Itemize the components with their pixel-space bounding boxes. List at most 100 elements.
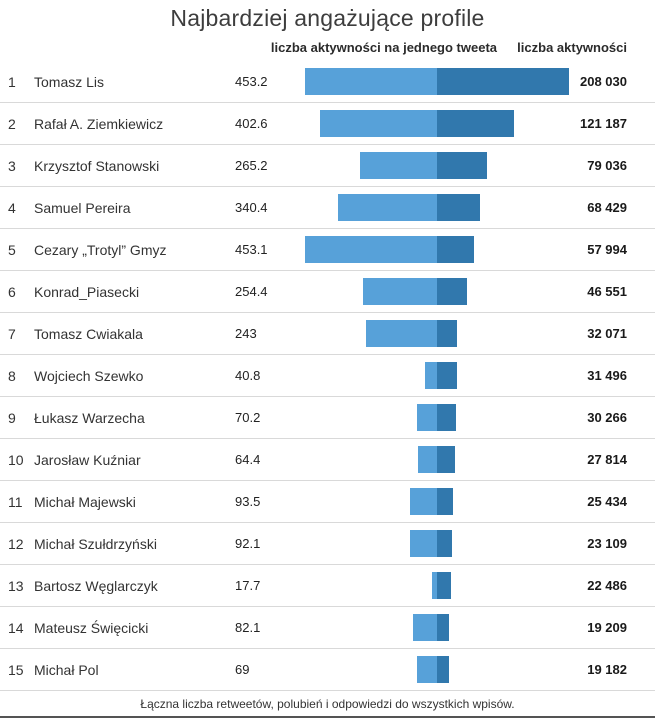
total-bar	[437, 278, 467, 305]
bar-left-track	[305, 530, 437, 557]
per-tweet-value: 93.5	[235, 494, 261, 509]
column-headers: liczba aktywności na jednego tweeta licz…	[0, 40, 655, 58]
bar-pair	[305, 446, 569, 473]
table-row: 5 Cezary „Trotyl” Gmyz 453.1 57 994	[0, 229, 655, 271]
row-rank: 8	[8, 367, 16, 384]
total-bar	[437, 656, 450, 683]
row-rank: 3	[8, 157, 16, 174]
bar-right-track	[437, 278, 569, 305]
profile-name: Bartosz Węglarczyk	[34, 577, 158, 594]
bar-pair	[305, 572, 569, 599]
rows: 1 Tomasz Lis 453.2 208 030 2 Rafał A. Zi…	[0, 61, 655, 691]
per-tweet-bar	[418, 446, 437, 473]
bar-right-track	[437, 194, 569, 221]
per-tweet-value: 70.2	[235, 410, 261, 425]
table-row: 2 Rafał A. Ziemkiewicz 402.6 121 187	[0, 103, 655, 145]
row-rank: 5	[8, 241, 16, 258]
bar-pair	[305, 194, 569, 221]
bar-right-track	[437, 404, 569, 431]
bar-right-track	[437, 446, 569, 473]
bar-left-track	[305, 614, 437, 641]
table-row: 8 Wojciech Szewko 40.8 31 496	[0, 355, 655, 397]
row-rank: 6	[8, 283, 16, 300]
table-row: 3 Krzysztof Stanowski 265.2 79 036	[0, 145, 655, 187]
table-row: 10 Jarosław Kuźniar 64.4 27 814	[0, 439, 655, 481]
bar-left-track	[305, 152, 437, 179]
bar-left-track	[305, 656, 437, 683]
profile-name: Krzysztof Stanowski	[34, 157, 160, 174]
profile-name: Michał Pol	[34, 661, 99, 678]
profile-name: Wojciech Szewko	[34, 367, 144, 384]
per-tweet-bar	[337, 194, 437, 221]
bar-pair	[305, 530, 569, 557]
bar-right-track	[437, 68, 569, 95]
per-tweet-bar	[410, 530, 437, 557]
bar-pair	[305, 614, 569, 641]
bar-pair	[305, 110, 569, 137]
chart-footnote: Łączna liczba retweetów, polubień i odpo…	[0, 691, 655, 718]
profile-name: Tomasz Cwiakala	[34, 325, 143, 342]
per-tweet-bar	[431, 572, 437, 599]
bar-right-track	[437, 362, 569, 389]
total-value: 208 030	[580, 74, 627, 89]
bar-right-track	[437, 320, 569, 347]
total-value: 68 429	[587, 200, 627, 215]
bar-pair	[305, 278, 569, 305]
row-rank: 7	[8, 325, 16, 342]
total-value: 46 551	[587, 284, 627, 299]
bar-right-track	[437, 530, 569, 557]
total-bar	[437, 614, 450, 641]
per-tweet-value: 64.4	[235, 452, 261, 467]
table-row: 9 Łukasz Warzecha 70.2 30 266	[0, 397, 655, 439]
profile-name: Jarosław Kuźniar	[34, 451, 141, 468]
bar-pair	[305, 404, 569, 431]
total-bar	[437, 404, 457, 431]
table-row: 14 Mateusz Święcicki 82.1 19 209	[0, 607, 655, 649]
profile-name: Michał Szułdrzyński	[34, 535, 157, 552]
per-tweet-value: 254.4	[235, 284, 268, 299]
total-value: 32 071	[587, 326, 627, 341]
per-tweet-bar	[305, 236, 437, 263]
row-rank: 10	[8, 451, 24, 468]
total-bar	[437, 110, 514, 137]
column-header-per-tweet: liczba aktywności na jednego tweeta	[270, 40, 497, 55]
total-value: 23 109	[587, 536, 627, 551]
row-rank: 15	[8, 661, 24, 678]
total-bar	[437, 362, 457, 389]
per-tweet-bar	[319, 110, 437, 137]
total-value: 19 182	[587, 662, 627, 677]
per-tweet-bar	[416, 404, 437, 431]
per-tweet-value: 17.7	[235, 578, 261, 593]
profile-name: Rafał A. Ziemkiewicz	[34, 115, 164, 132]
table-row: 7 Tomasz Cwiakala 243 32 071	[0, 313, 655, 355]
table-row: 15 Michał Pol 69 19 182	[0, 649, 655, 691]
total-value: 30 266	[587, 410, 627, 425]
bar-pair	[305, 320, 569, 347]
bar-left-track	[305, 278, 437, 305]
table-row: 6 Konrad_Piasecki 254.4 46 551	[0, 271, 655, 313]
table-row: 4 Samuel Pereira 340.4 68 429	[0, 187, 655, 229]
profile-name: Tomasz Lis	[34, 73, 105, 90]
bar-right-track	[437, 572, 569, 599]
bar-left-track	[305, 404, 437, 431]
total-bar	[437, 194, 481, 221]
row-rank: 9	[8, 409, 16, 426]
per-tweet-bar	[366, 320, 437, 347]
table-row: 11 Michał Majewski 93.5 25 434	[0, 481, 655, 523]
chart-title: Najbardziej angażujące profile	[170, 5, 485, 31]
per-tweet-bar	[359, 152, 437, 179]
profile-name: Konrad_Piasecki	[34, 283, 140, 300]
per-tweet-value: 265.2	[235, 158, 268, 173]
per-tweet-bar	[425, 362, 437, 389]
per-tweet-value: 453.2	[235, 74, 268, 89]
row-rank: 11	[8, 493, 23, 510]
bar-pair	[305, 152, 569, 179]
bar-left-track	[305, 320, 437, 347]
row-rank: 12	[8, 535, 24, 552]
total-bar	[437, 572, 452, 599]
total-bar	[437, 152, 488, 179]
per-tweet-bar	[362, 278, 437, 305]
bar-pair	[305, 362, 569, 389]
bar-right-track	[437, 656, 569, 683]
